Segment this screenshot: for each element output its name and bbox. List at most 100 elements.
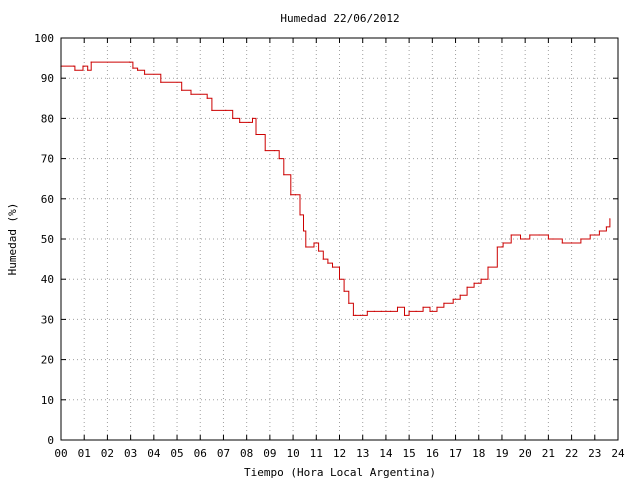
data-point xyxy=(598,230,601,232)
data-point xyxy=(366,310,368,312)
data-point xyxy=(251,117,254,119)
x-tick-label: 05 xyxy=(170,447,183,460)
data-point xyxy=(136,69,139,71)
data-point xyxy=(403,314,406,316)
data-point xyxy=(181,89,183,91)
data-point xyxy=(473,282,475,284)
data-point xyxy=(415,310,417,312)
data-point xyxy=(552,238,554,240)
data-point xyxy=(373,310,375,312)
x-tick-label: 18 xyxy=(472,447,485,460)
data-point xyxy=(313,242,315,244)
x-tick-label: 04 xyxy=(147,447,161,460)
data-point xyxy=(318,250,320,252)
x-axis-ticks: 00 01 02 03 04 05 06 07 08 09 10 11 12 13 14 15 16 17 18 19… xyxy=(54,38,625,460)
data-point xyxy=(605,226,607,228)
x-tick-label: 09 xyxy=(263,447,276,460)
y-tick-label: 20 xyxy=(41,354,54,367)
data-point xyxy=(74,69,76,71)
data-point xyxy=(429,310,431,312)
data-point xyxy=(327,262,329,264)
y-tick-label: 90 xyxy=(41,72,54,85)
data-point xyxy=(529,234,531,236)
data-point xyxy=(273,149,276,152)
data-point xyxy=(487,266,489,268)
plot-series xyxy=(60,61,611,316)
x-tick-label: 15 xyxy=(403,447,416,460)
data-point xyxy=(283,174,285,176)
y-tick-label: 40 xyxy=(41,273,54,286)
data-point xyxy=(389,310,392,312)
data-point xyxy=(305,246,307,248)
data-point xyxy=(466,286,468,288)
data-point xyxy=(232,117,234,119)
data-point xyxy=(538,234,540,236)
data-point xyxy=(90,61,92,63)
data-point xyxy=(570,242,573,244)
data-point xyxy=(408,310,410,312)
x-tick-label: 21 xyxy=(542,447,555,460)
data-point xyxy=(510,234,512,236)
data-point xyxy=(143,73,146,75)
x-tick-label: 12 xyxy=(333,447,346,460)
data-point xyxy=(609,218,611,220)
x-tick-label: 14 xyxy=(379,447,393,460)
y-axis-label: Humedad (%) xyxy=(6,203,19,276)
data-point xyxy=(255,133,257,136)
plot-frame xyxy=(60,37,619,441)
data-point xyxy=(589,234,591,236)
x-tick-label: 08 xyxy=(240,447,253,460)
data-point xyxy=(502,242,504,244)
x-tick-label: 24 xyxy=(611,447,625,460)
x-tick-label: 20 xyxy=(519,447,532,460)
data-point xyxy=(436,306,438,308)
data-point xyxy=(290,194,292,196)
data-point xyxy=(519,238,522,240)
data-point xyxy=(206,97,208,99)
grid-lines xyxy=(61,38,618,440)
data-point xyxy=(278,158,280,160)
series-line-0 xyxy=(61,61,611,316)
y-tick-label: 30 xyxy=(41,313,54,326)
data-point xyxy=(211,109,213,111)
data-point xyxy=(352,314,355,316)
y-tick-label: 50 xyxy=(41,233,54,246)
x-axis-label: Tiempo (Hora Local Argentina) xyxy=(244,466,436,479)
data-point xyxy=(73,65,75,67)
data-point xyxy=(380,310,382,312)
data-point xyxy=(422,306,424,308)
data-point xyxy=(322,258,324,260)
chart-title: Humedad 22/06/2012 xyxy=(280,12,399,25)
x-tick-label: 16 xyxy=(426,447,439,460)
data-point xyxy=(190,93,192,95)
x-tick-label: 01 xyxy=(78,447,91,460)
x-tick-label: 03 xyxy=(124,447,137,460)
x-tick-label: 11 xyxy=(310,447,323,460)
y-tick-label: 60 xyxy=(41,193,54,206)
data-point xyxy=(496,246,498,248)
data-point xyxy=(299,214,301,216)
data-point xyxy=(396,306,399,308)
y-tick-label: 0 xyxy=(47,434,54,447)
data-point xyxy=(359,314,361,316)
data-point xyxy=(160,81,162,83)
y-axis-ticks: 0 10 20 30 40 50 60 70 80 90 100 xyxy=(34,32,618,447)
y-tick-label: 100 xyxy=(34,32,54,45)
data-point xyxy=(343,290,345,292)
data-point xyxy=(248,121,250,124)
x-tick-label: 00 xyxy=(54,447,67,460)
data-point xyxy=(443,302,445,304)
data-point xyxy=(128,61,131,63)
data-point xyxy=(348,302,350,304)
y-tick-label: 80 xyxy=(41,112,54,125)
data-point xyxy=(355,314,357,316)
y-tick-label: 10 xyxy=(41,394,54,407)
data-point xyxy=(302,230,305,232)
data-point xyxy=(294,194,297,196)
x-tick-label: 23 xyxy=(588,447,601,460)
data-point xyxy=(452,298,454,300)
x-tick-label: 02 xyxy=(101,447,114,460)
data-point xyxy=(561,242,563,244)
data-point xyxy=(87,69,89,71)
